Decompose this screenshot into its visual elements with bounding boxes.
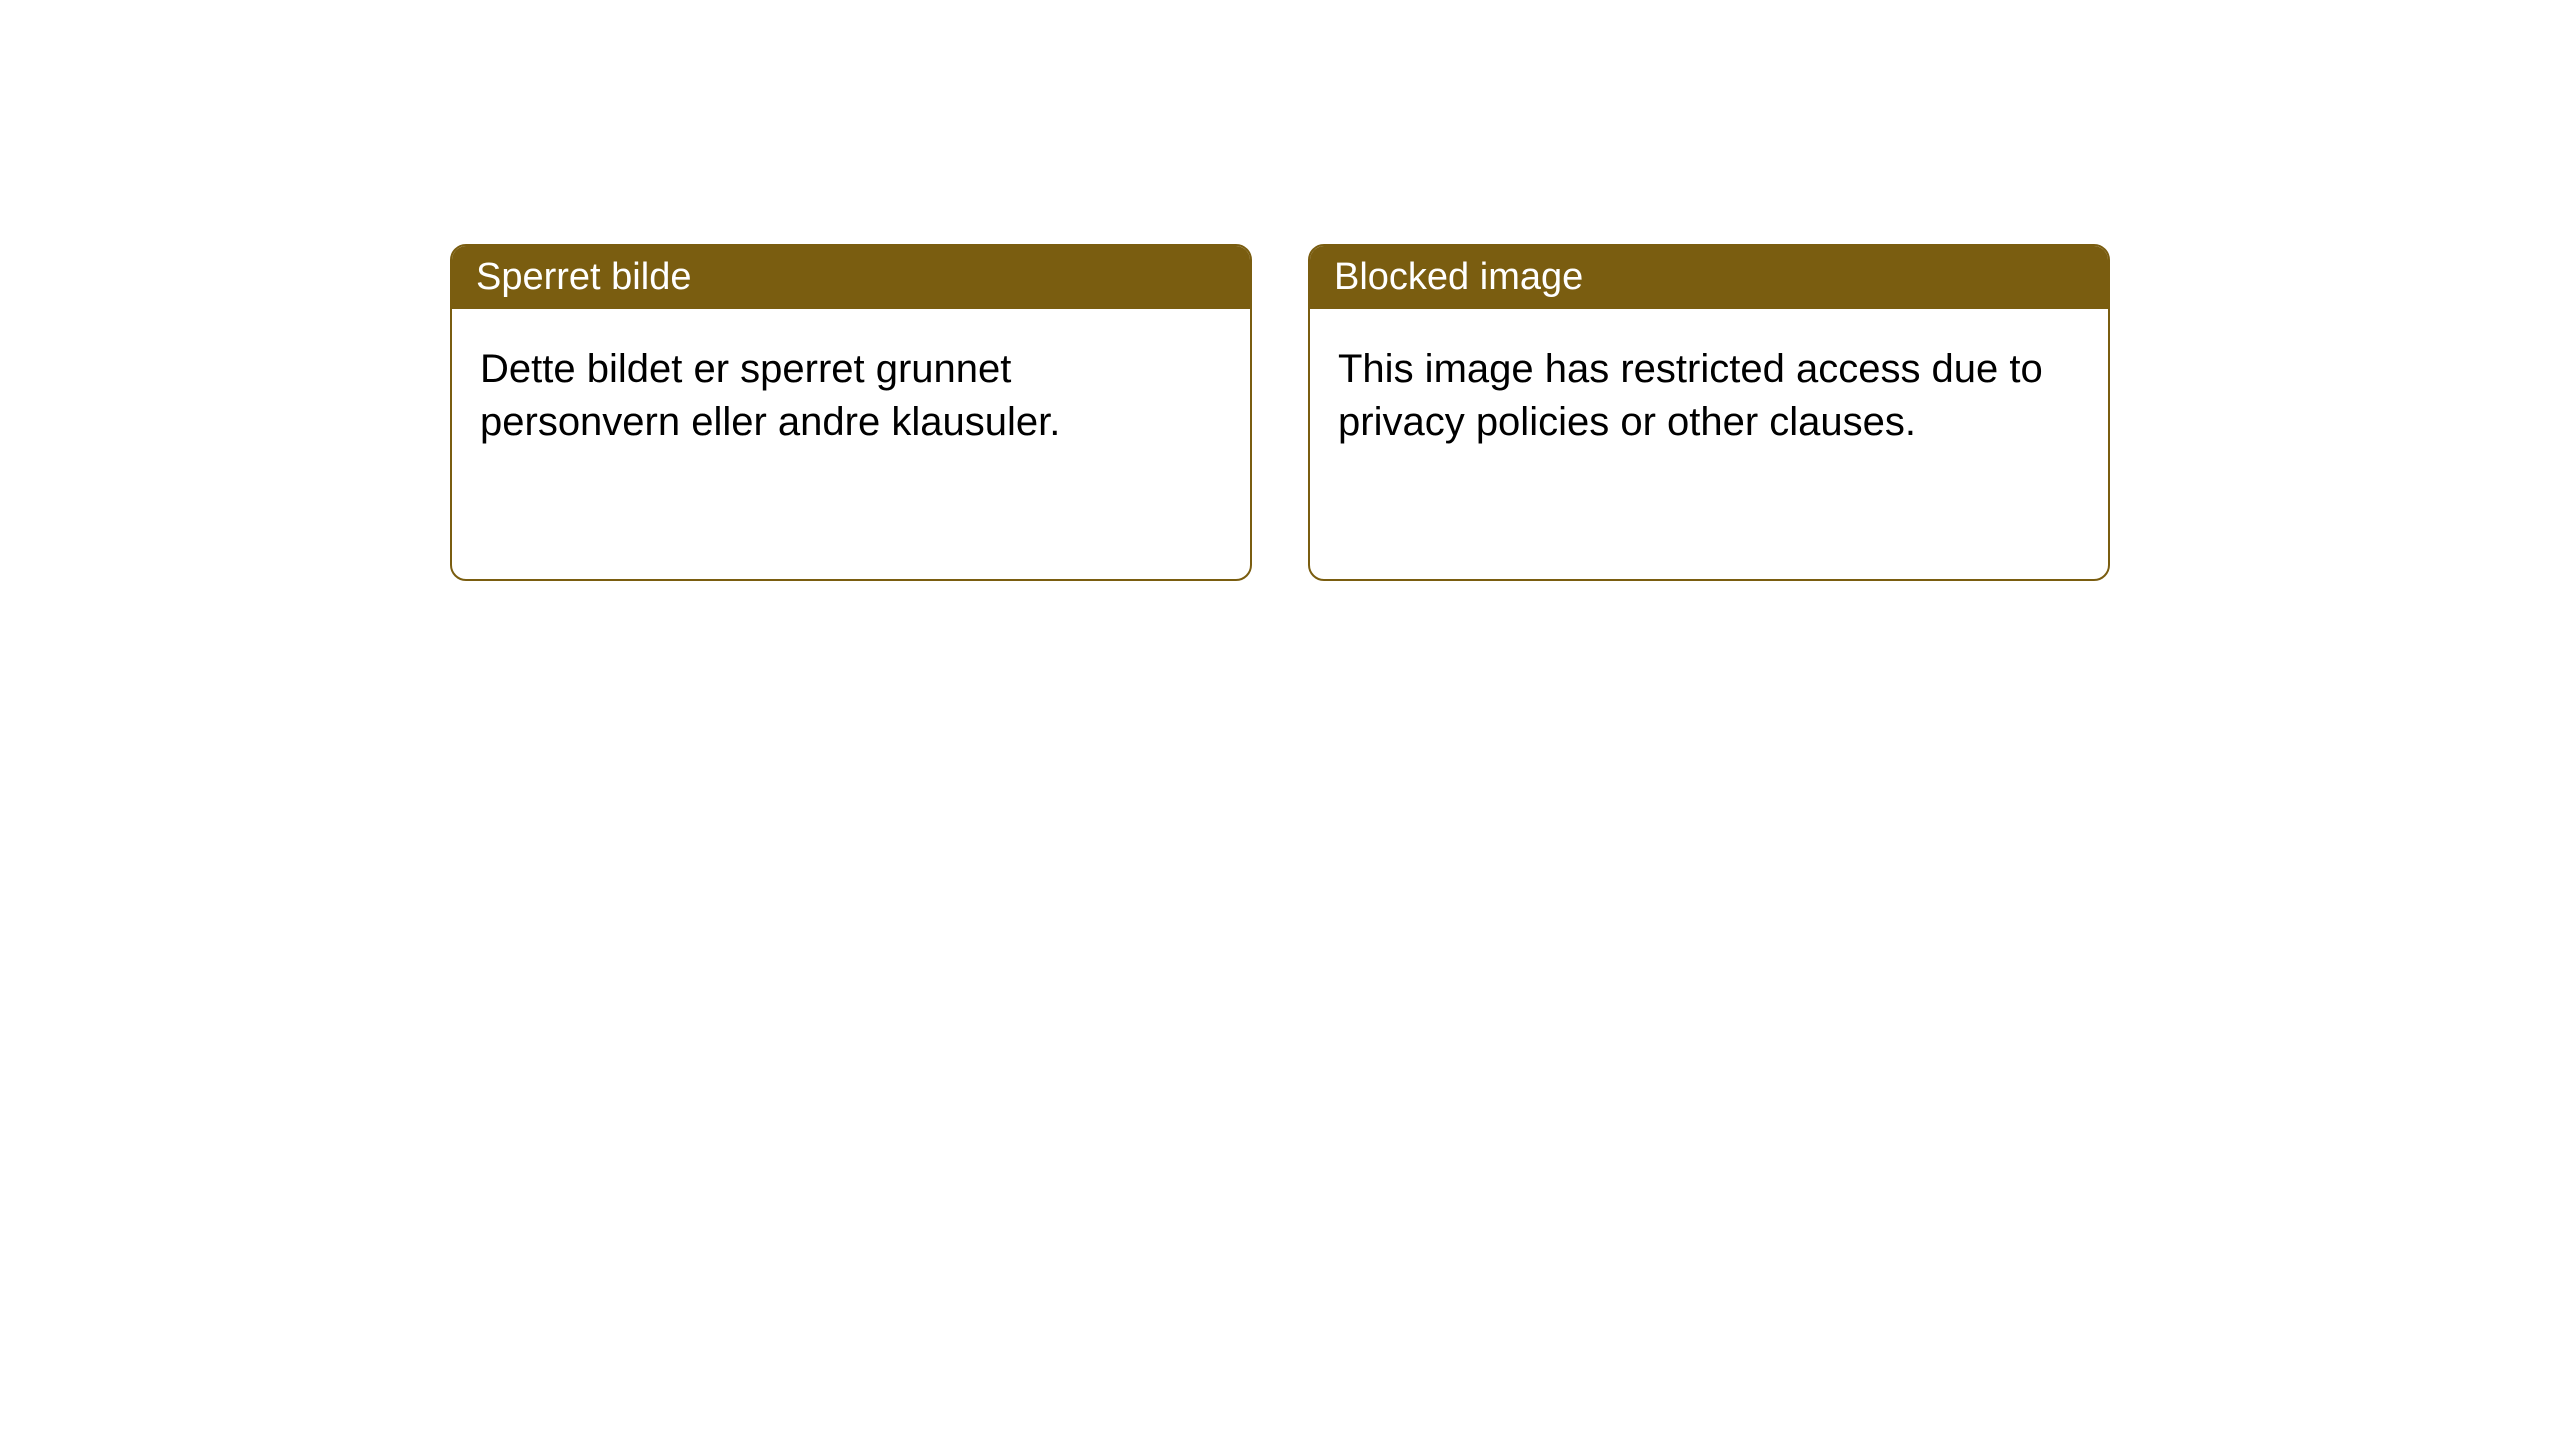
card-body-english: This image has restricted access due to … bbox=[1310, 309, 2108, 579]
card-message-norwegian: Dette bildet er sperret grunnet personve… bbox=[480, 347, 1060, 444]
blocked-image-card-norwegian: Sperret bilde Dette bildet er sperret gr… bbox=[450, 244, 1252, 581]
card-message-english: This image has restricted access due to … bbox=[1338, 347, 2043, 444]
blocked-image-card-english: Blocked image This image has restricted … bbox=[1308, 244, 2110, 581]
blocked-image-notice-container: Sperret bilde Dette bildet er sperret gr… bbox=[450, 244, 2110, 581]
card-title-norwegian: Sperret bilde bbox=[476, 256, 691, 298]
card-title-english: Blocked image bbox=[1334, 256, 1583, 298]
card-header-english: Blocked image bbox=[1310, 246, 2108, 309]
card-body-norwegian: Dette bildet er sperret grunnet personve… bbox=[452, 309, 1250, 579]
card-header-norwegian: Sperret bilde bbox=[452, 246, 1250, 309]
